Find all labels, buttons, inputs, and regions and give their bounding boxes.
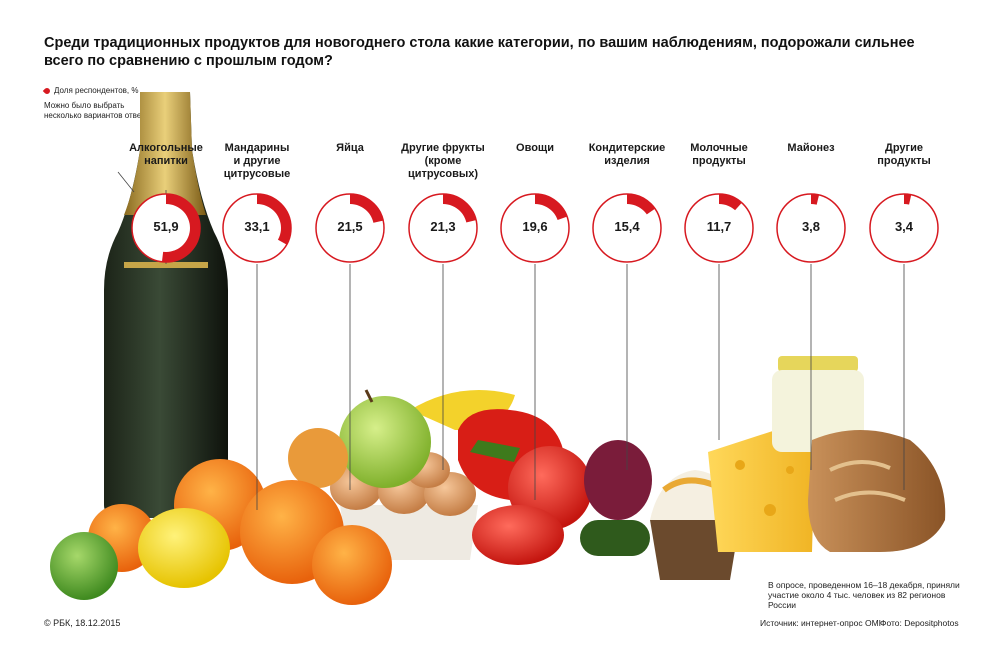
category-label-8: Другие продукты [844,142,964,168]
pie-inner-4 [511,204,559,252]
pie-inner-7 [787,204,835,252]
value-label-4: 19,6 [522,219,548,234]
citrus-illustration [50,459,392,605]
category-label-2: Яйца [290,142,410,155]
vegetables-illustration [458,409,652,565]
pie-inner-2 [326,204,374,252]
category-label-line: и другие [233,155,281,167]
pie-inner-0 [142,204,190,252]
category-label-line: Овощи [516,142,554,154]
category-label-0: Алкогольные напитки [106,142,226,168]
category-label-1: Мандарины и другие цитрусовые [197,142,317,181]
value-label-3: 21,3 [430,219,456,234]
category-label-line: Майонез [787,142,835,154]
category-label-line: продукты [877,155,931,167]
pie-inner-5 [603,204,651,252]
value-label-1: 33,1 [244,219,270,234]
category-label-line: Другие [885,142,923,154]
label-pointer-line [117,171,135,193]
eggs-illustration [330,452,478,560]
value-label-2: 21,5 [337,219,363,234]
category-label-line: Кондитерские [588,142,666,154]
value-label-5: 15,4 [614,219,640,234]
category-label-line: напитки [144,155,188,167]
category-label-5: Кондитерские изделия [567,142,687,168]
value-label-6: 11,7 [706,219,732,234]
fruits-illustration [288,389,515,488]
pie-inner-1 [233,204,281,252]
value-label-0: 51,9 [153,219,179,234]
pie-inner-8 [880,204,928,252]
category-label-line: Другие фрукты [401,142,485,154]
category-label-line: Мандарины [224,142,290,154]
value-label-8: 3,4 [894,219,914,234]
category-label-4: Овощи [475,142,595,155]
pie-inner-3 [419,204,467,252]
legend-note: Можно было выбрать несколько вариантов о… [44,101,150,120]
copyright: © РБК, 18.12.2015 [44,618,121,628]
category-label-line: изделия [604,155,650,167]
champagne-bottle-illustration [104,92,228,518]
category-label-3: Другие фрукты (кроме цитрусовых) [383,142,503,181]
chart-layer [117,171,939,510]
survey-footnote: В опросе, проведенном 16–18 декабря, при… [768,580,960,610]
pie-inner-6 [695,204,743,252]
legend-series-label: Доля респондентов, % [54,86,139,95]
legend: Доля респондентов, % Можно было выбрать … [42,86,154,121]
mayonnaise-jar-illustration [772,356,864,452]
category-label-line: продукты [692,155,746,167]
category-label-line: цитрусовых) [407,168,479,180]
category-label-line: Алкогольные [129,142,203,154]
value-label-7: 3,8 [801,219,821,234]
category-label-line: (кроме [424,155,462,167]
photo-credit: Фото: Depositphotos [880,618,959,628]
category-label-line: Молочные [690,142,748,154]
source-note: Источник: интернет-опрос OMI [760,618,882,628]
bread-illustration [808,430,946,552]
category-label-line: Яйца [336,142,364,154]
category-label-7: Майонез [751,142,871,155]
category-label-6: Молочные продукты [659,142,779,168]
category-label-line: цитрусовые [223,168,291,180]
cheese-illustration [708,428,815,552]
chart-title: Среди традиционных продуктов для новогод… [44,35,915,69]
